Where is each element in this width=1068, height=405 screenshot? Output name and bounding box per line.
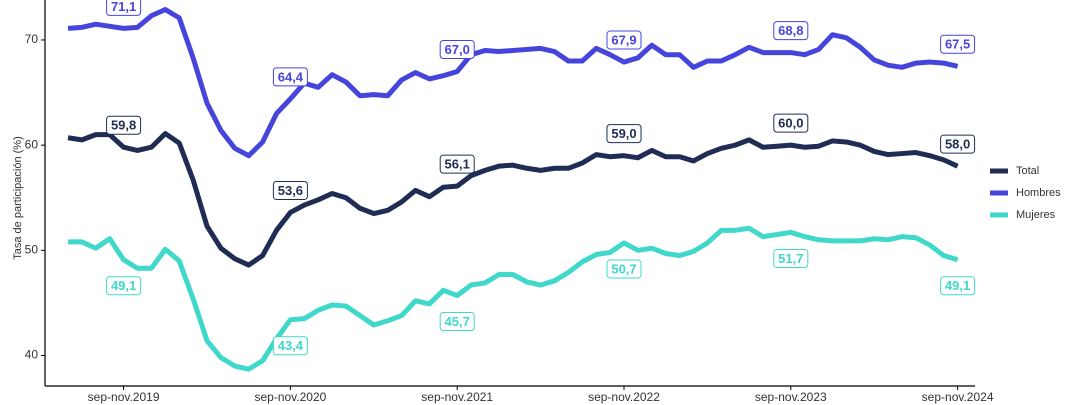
data-label: 67,0 <box>439 40 475 60</box>
x-tick-label: sep-nov.2022 <box>588 390 660 404</box>
data-label-box <box>606 124 642 144</box>
data-label-text: 67,5 <box>945 37 970 52</box>
data-label-box <box>773 248 809 268</box>
data-label-box <box>272 180 308 200</box>
data-label-box <box>940 276 976 296</box>
data-label: 68,8 <box>773 21 809 41</box>
x-tick-label: sep-nov.2019 <box>88 390 160 404</box>
data-label-text: 58,0 <box>945 137 970 152</box>
data-label-text: 71,1 <box>111 0 136 14</box>
data-label-box <box>606 259 642 279</box>
x-tick-label: sep-nov.2023 <box>755 390 827 404</box>
x-tick-label: sep-nov.2024 <box>922 390 994 404</box>
data-label: 59,8 <box>106 115 142 135</box>
data-label-text: 53,6 <box>278 183 303 198</box>
data-label: 53,6 <box>272 180 308 200</box>
data-label-text: 59,8 <box>111 118 136 133</box>
x-tick-label: sep-nov.2020 <box>254 390 326 404</box>
data-label-box <box>439 312 475 332</box>
data-label-text: 45,7 <box>445 314 470 329</box>
data-label: 67,5 <box>940 34 976 54</box>
line-series <box>68 225 959 372</box>
data-label: 49,1 <box>940 276 976 296</box>
data-label-text: 49,1 <box>111 278 136 293</box>
data-label: 71,1 <box>106 0 142 16</box>
data-label-text: 67,0 <box>445 42 470 57</box>
data-label: 49,1 <box>106 276 142 296</box>
data-label-box <box>272 67 308 87</box>
data-label-box <box>773 21 809 41</box>
legend-label: Total <box>1016 165 1039 177</box>
line-series <box>67 6 959 159</box>
data-label-text: 59,0 <box>611 126 636 141</box>
data-label-text: 49,1 <box>945 278 970 293</box>
data-label: 50,7 <box>606 259 642 279</box>
y-tick-label: 70 <box>25 32 39 46</box>
data-label-text: 51,7 <box>778 251 803 266</box>
x-tick-label: sep-nov.2021 <box>421 390 493 404</box>
data-label-box <box>106 276 142 296</box>
data-label-box <box>940 134 976 154</box>
data-label-box <box>940 34 976 54</box>
y-tick-label: 50 <box>25 242 39 256</box>
data-label-box <box>606 30 642 50</box>
data-label: 64,4 <box>272 67 308 87</box>
legend-label: Hombres <box>1016 187 1061 199</box>
data-label: 59,0 <box>606 124 642 144</box>
y-tick-label: 60 <box>25 137 39 151</box>
data-label-text: 56,1 <box>445 157 470 172</box>
data-label-text: 67,9 <box>611 32 636 47</box>
data-label-box <box>106 115 142 135</box>
data-label: 56,1 <box>439 154 475 174</box>
data-label-text: 43,4 <box>278 338 304 353</box>
data-label: 60,0 <box>773 113 809 133</box>
data-label-text: 50,7 <box>611 261 636 276</box>
data-label-box <box>439 40 475 60</box>
data-label: 67,9 <box>606 30 642 50</box>
data-label-box <box>272 336 308 356</box>
data-label: 45,7 <box>439 312 475 332</box>
data-label-text: 64,4 <box>278 69 304 84</box>
data-label-text: 68,8 <box>778 23 803 38</box>
y-tick-label: 40 <box>25 348 39 362</box>
y-axis-label: Tasa de participación (%) <box>12 136 24 260</box>
data-label: 58,0 <box>940 134 976 154</box>
data-label-text: 60,0 <box>778 116 803 131</box>
data-label: 51,7 <box>773 248 809 268</box>
data-label-box <box>439 154 475 174</box>
data-label: 43,4 <box>272 336 308 356</box>
line-series <box>67 131 959 268</box>
data-label-box <box>106 0 142 16</box>
data-label-box <box>773 113 809 133</box>
legend-label: Mujeres <box>1016 209 1056 221</box>
